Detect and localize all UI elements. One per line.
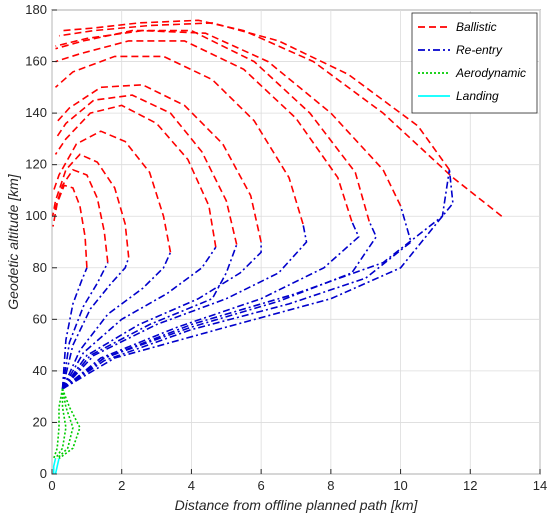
series-ballistic	[51, 19, 503, 268]
trajectory-re-entry-10	[61, 244, 238, 390]
y-tick-label: 20	[33, 414, 47, 429]
trajectory-re-entry-4	[61, 242, 262, 390]
trajectory-ballistic-3	[55, 40, 353, 222]
y-tick-label: 180	[25, 2, 47, 17]
y-tick-label: 80	[33, 260, 47, 275]
trajectory-ballistic-4	[54, 55, 304, 225]
series-layer	[51, 19, 503, 475]
trajectory-ballistic-12	[52, 168, 109, 263]
trajectory-re-entry-6	[61, 251, 172, 390]
x-tick-label: 8	[327, 478, 334, 493]
series-landing	[52, 458, 60, 475]
trajectory-re-entry-11	[61, 262, 109, 390]
x-axis-title: Distance from offline planned path [km]	[175, 497, 419, 513]
trajectory-aerodynamic-0	[58, 388, 81, 460]
trajectory-re-entry-12	[62, 169, 454, 390]
trajectory-ballistic-8	[51, 153, 130, 258]
trajectory-re-entry-2	[61, 221, 360, 390]
trajectory-landing-1	[52, 458, 57, 474]
y-tick-label: 60	[33, 311, 47, 326]
trajectory-ballistic-1	[58, 22, 451, 171]
trajectory-re-entry-1	[62, 205, 412, 390]
trajectory-re-entry-9	[62, 221, 378, 390]
y-tick-label: 100	[25, 208, 47, 223]
legend-label-aerodynamic: Aerodynamic	[455, 66, 526, 80]
legend: Ballistic Re-entry Aerodynamic Landing	[411, 12, 538, 114]
y-tick-label: 120	[25, 157, 47, 172]
y-tick-label: 160	[25, 54, 47, 69]
y-tick-label: 0	[40, 466, 47, 481]
trajectory-ballistic-5	[54, 83, 262, 243]
series-aerodynamic	[52, 388, 81, 460]
trajectory-re-entry-5	[61, 246, 217, 390]
trajectory-ballistic-6	[54, 104, 217, 248]
trajectory-ballistic-10	[55, 29, 370, 222]
trajectory-ballistic-2	[55, 29, 402, 207]
x-tick-label: 12	[463, 478, 477, 493]
grid	[51, 9, 541, 475]
x-tick-label: 4	[188, 478, 195, 493]
trajectory-landing-0	[54, 458, 60, 475]
x-tick-label: 2	[118, 478, 125, 493]
x-tick-label: 0	[48, 478, 55, 493]
trajectory-re-entry-3	[61, 223, 308, 390]
trajectory-aerodynamic-1	[56, 388, 74, 460]
trajectory-re-entry-7	[61, 257, 130, 390]
y-tick-label: 40	[33, 363, 47, 378]
y-tick-label: 140	[25, 105, 47, 120]
x-tick-label: 10	[393, 478, 407, 493]
trajectory-aerodynamic-2	[54, 388, 67, 459]
x-tick-label: 14	[533, 478, 547, 493]
legend-label-re-entry: Re-entry	[456, 43, 503, 57]
trajectory-re-entry-8	[61, 267, 88, 389]
series-re-entry	[61, 169, 454, 390]
legend-label-landing: Landing	[456, 89, 499, 103]
x-tick-label: 6	[258, 478, 265, 493]
trajectory-ballistic-11	[54, 94, 238, 245]
trajectory-aerodynamic-3	[52, 388, 64, 459]
legend-label-ballistic: Ballistic	[456, 20, 497, 34]
trajectory-ballistic-7	[52, 130, 172, 253]
y-axis-title: Geodetic altitude [km]	[5, 173, 21, 310]
